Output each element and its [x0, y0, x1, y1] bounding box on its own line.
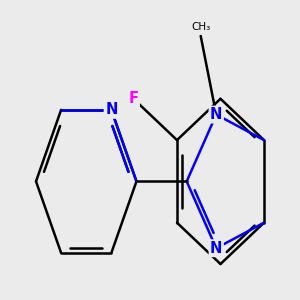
Text: CH₃: CH₃	[191, 22, 210, 32]
Text: N: N	[105, 102, 118, 117]
Text: N: N	[210, 241, 222, 256]
Text: N: N	[210, 107, 222, 122]
Text: F: F	[128, 91, 139, 106]
